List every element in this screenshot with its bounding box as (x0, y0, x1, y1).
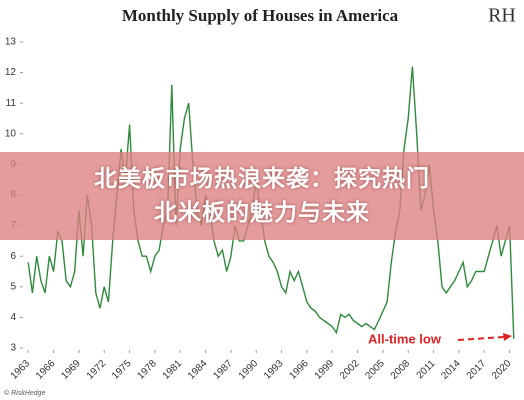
banner-line: 北米板的魅力与未来 (154, 200, 370, 226)
chart-title: Monthly Supply of Houses in America (122, 6, 399, 25)
banner: 北美板市场热浪来袭：探究热门 北米板的魅力与未来 (0, 152, 524, 240)
y-tick-label: 13 (5, 37, 17, 48)
y-tick-label: 5 (10, 281, 16, 292)
banner-line: 北美板市场热浪来袭：探究热门 (94, 166, 430, 192)
x-tick-label: 1972 (85, 358, 109, 382)
x-tick-label: 1987 (211, 358, 235, 382)
x-tick-label: 1996 (287, 358, 311, 382)
source: © RiskHedge (4, 389, 45, 397)
x-tick-label: 1966 (34, 358, 58, 382)
x-tick-label: 2017 (465, 358, 489, 382)
y-tick-label: 6 (10, 251, 16, 262)
annotation: All-time low (368, 331, 442, 346)
x-tick-label: 1993 (262, 358, 286, 382)
x-tick-label: 1975 (110, 358, 134, 382)
arrow-head (503, 333, 512, 341)
y-tick-label: 12 (5, 67, 17, 78)
x-tick-label: 2002 (338, 358, 362, 382)
x-tick-label: 1978 (135, 358, 159, 382)
x-tick-label: 2008 (389, 358, 413, 382)
annotation-arrow (457, 336, 505, 341)
y-tick-label: 10 (5, 128, 17, 139)
x-tick-label: 2020 (490, 358, 514, 382)
x-tick-label: 1990 (237, 358, 261, 382)
x-tick-label: 2011 (415, 358, 438, 381)
x-tick-label: 1963 (9, 358, 33, 382)
y-tick-label: 3 (10, 343, 16, 354)
x-tick-label: 1969 (59, 358, 83, 382)
y-tick-label: 4 (10, 312, 16, 323)
y-tick-label: 11 (6, 98, 17, 109)
x-tick-label: 2005 (363, 358, 387, 382)
logo: RH (488, 5, 516, 27)
x-tick-label: 1981 (161, 358, 185, 382)
x-tick-label: 1999 (313, 358, 337, 382)
x-tick-label: 2014 (439, 358, 463, 382)
x-tick-label: 1984 (186, 358, 210, 382)
